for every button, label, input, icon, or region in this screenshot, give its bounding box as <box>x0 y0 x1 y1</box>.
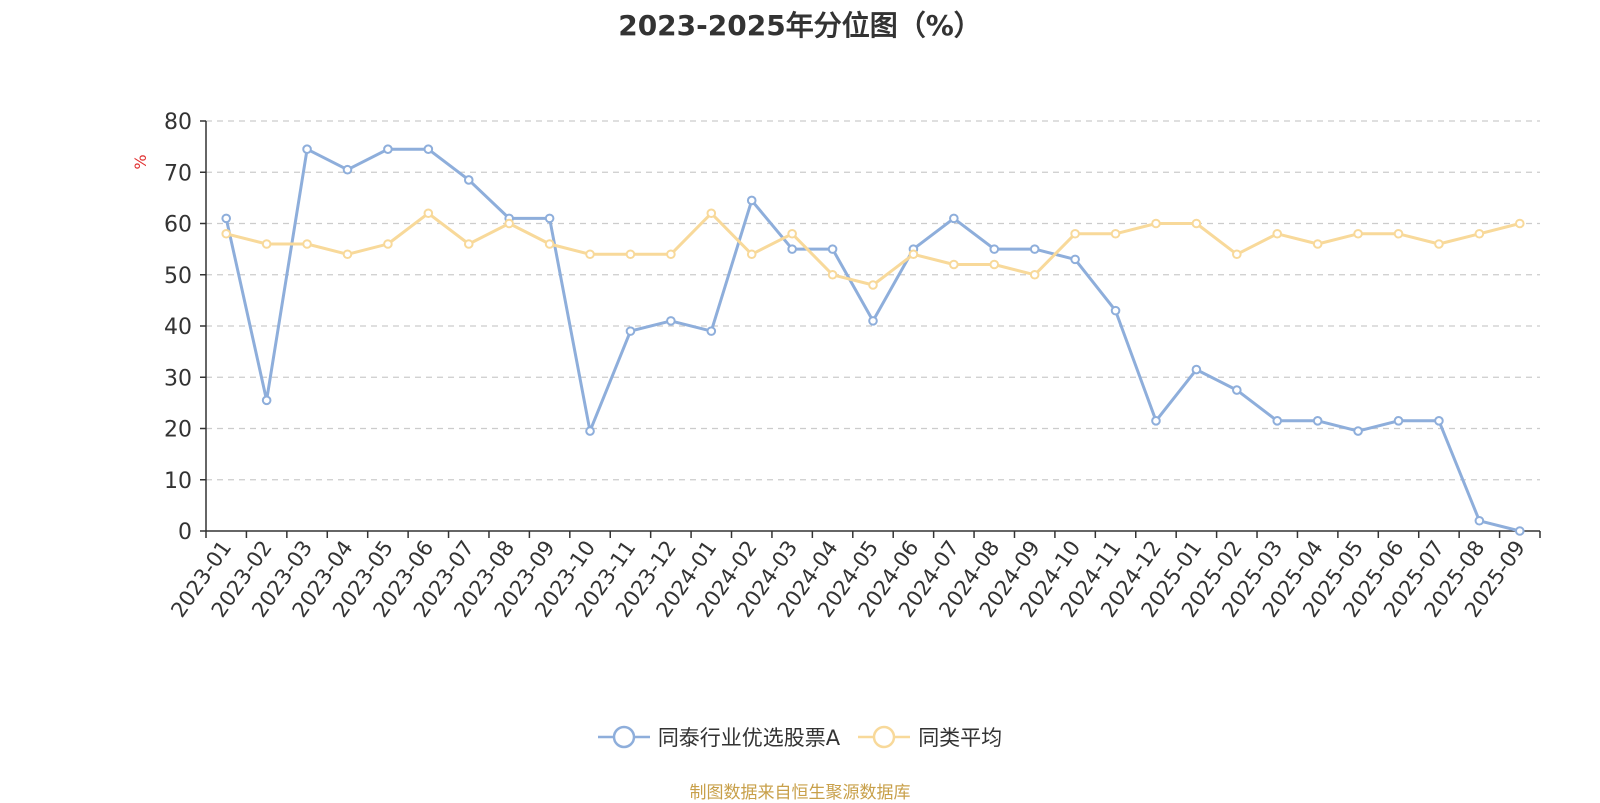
data-point-2 <box>868 280 878 290</box>
data-point-2 <box>463 239 474 249</box>
data-point-2 <box>787 228 797 239</box>
data-point-2 <box>383 239 393 249</box>
data-point-1 <box>666 316 676 326</box>
data-point-1 <box>949 213 959 224</box>
data-point-1 <box>1434 416 1444 426</box>
data-point-2 <box>827 269 838 280</box>
data-point-2 <box>423 208 434 219</box>
y-tick-label: 0 <box>178 520 192 545</box>
data-point-1 <box>746 195 757 206</box>
data-point-1 <box>827 244 838 254</box>
data-point-1 <box>342 164 353 175</box>
data-point-2 <box>1474 228 1485 239</box>
legend-marker-icon <box>597 725 650 749</box>
data-point-1 <box>989 244 1000 254</box>
data-point-1 <box>1474 515 1485 526</box>
y-tick-label: 50 <box>164 264 192 289</box>
legend-marker-icon <box>858 725 911 749</box>
series-lines <box>221 144 1525 536</box>
legend-label: 同类平均 <box>918 726 1003 750</box>
data-point-1 <box>1393 416 1404 426</box>
data-point-1 <box>1191 364 1202 375</box>
data-point-1 <box>463 175 474 185</box>
data-point-1 <box>423 144 434 154</box>
data-point-1 <box>706 326 717 336</box>
data-point-1 <box>1353 426 1363 436</box>
data-point-2 <box>302 239 312 249</box>
data-point-2 <box>221 228 232 239</box>
data-point-2 <box>908 249 919 260</box>
y-tick-label: 70 <box>164 161 192 186</box>
data-point-1 <box>302 144 312 154</box>
data-point-2 <box>625 249 636 260</box>
data-point-2 <box>666 249 676 260</box>
grid-lines <box>206 120 1540 481</box>
y-tick-label: 30 <box>164 366 192 391</box>
data-source-note: 制图数据来自恒生聚源数据库 <box>689 783 911 803</box>
data-point-2 <box>949 259 959 270</box>
data-point-2 <box>1029 269 1040 280</box>
data-point-1 <box>1312 416 1323 426</box>
chart-title: 2023-2025年分位图（%） <box>618 9 982 42</box>
y-axis-label: % <box>131 154 150 169</box>
data-point-2 <box>1312 239 1323 249</box>
data-point-2 <box>585 249 595 260</box>
data-point-1 <box>1151 416 1161 426</box>
legend: 同泰行业优选股票A 同类平均 <box>0 722 1600 752</box>
legend-label: 同泰行业优选股票A <box>657 726 841 750</box>
data-point-2 <box>1191 218 1202 229</box>
y-tick-label: 10 <box>164 469 192 494</box>
series-line-1 <box>224 147 1521 533</box>
axes: 010203040506070802023-012023-022023-0320… <box>164 110 1541 622</box>
data-point-2 <box>1110 228 1121 239</box>
data-point-2 <box>746 249 757 260</box>
data-point-2 <box>1151 218 1161 229</box>
data-point-1 <box>221 213 232 224</box>
data-point-1 <box>1272 416 1283 426</box>
data-point-1 <box>625 326 636 336</box>
legend-item-1[interactable]: 同泰行业优选股票A <box>597 722 841 752</box>
data-point-2 <box>1070 228 1080 239</box>
line-chart: 010203040506070802023-012023-022023-0320… <box>131 110 1541 622</box>
data-point-2 <box>1353 228 1363 239</box>
data-point-2 <box>1393 228 1404 239</box>
data-point-2 <box>1232 249 1242 260</box>
data-point-1 <box>1110 305 1121 316</box>
y-tick-label: 40 <box>164 315 192 340</box>
data-point-2 <box>1434 239 1444 249</box>
data-point-1 <box>868 316 878 326</box>
data-point-1 <box>1029 244 1040 254</box>
y-tick-label: 20 <box>164 418 192 443</box>
legend-item-2[interactable]: 同类平均 <box>858 722 1002 752</box>
data-point-2 <box>706 208 717 219</box>
data-point-2 <box>989 259 1000 270</box>
y-tick-label: 60 <box>164 213 192 238</box>
data-point-2 <box>342 249 353 260</box>
data-point-1 <box>1070 254 1080 265</box>
data-point-1 <box>1232 385 1242 395</box>
data-point-2 <box>261 239 272 249</box>
data-point-1 <box>1514 526 1525 536</box>
y-tick-label: 80 <box>164 110 192 135</box>
data-point-1 <box>585 426 595 436</box>
data-point-2 <box>504 218 514 229</box>
data-point-1 <box>544 213 555 224</box>
data-point-2 <box>1514 218 1525 229</box>
data-point-2 <box>544 239 555 249</box>
data-point-1 <box>787 244 797 254</box>
data-point-1 <box>383 144 393 154</box>
data-point-1 <box>261 395 272 406</box>
data-point-2 <box>1272 228 1283 239</box>
